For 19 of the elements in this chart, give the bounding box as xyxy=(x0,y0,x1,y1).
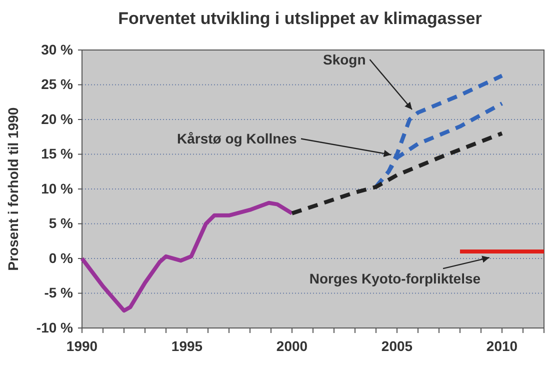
x-tick-label: 2000 xyxy=(276,338,308,354)
y-tick-label: 25 % xyxy=(41,76,74,92)
y-axis-title: Prosent i forhold til 1990 xyxy=(5,107,21,271)
annotation: Skogn xyxy=(323,52,366,68)
annotation: Kårstø og Kollnes xyxy=(177,130,298,147)
x-tick-label: 2005 xyxy=(381,338,413,354)
chart-title: Forventet utvikling i utslippet av klimagasser xyxy=(118,9,482,28)
y-tick-label: -5 % xyxy=(44,284,74,301)
x-tick-label: 2010 xyxy=(486,338,518,354)
x-tick-label: 1995 xyxy=(171,338,203,354)
y-tick-label: 30 % xyxy=(41,41,74,58)
y-tick-label: 5 % xyxy=(48,215,74,232)
y-tick-label: 10 % xyxy=(41,180,74,196)
x-tick-label: 1990 xyxy=(66,338,98,354)
y-tick-label: 20 % xyxy=(41,110,74,127)
y-tick-label: -10 % xyxy=(36,319,74,336)
y-tick-label: 15 % xyxy=(41,146,74,162)
annotation: Norges Kyoto-forpliktelse xyxy=(309,270,481,287)
y-tick-label: 0 % xyxy=(48,250,74,266)
